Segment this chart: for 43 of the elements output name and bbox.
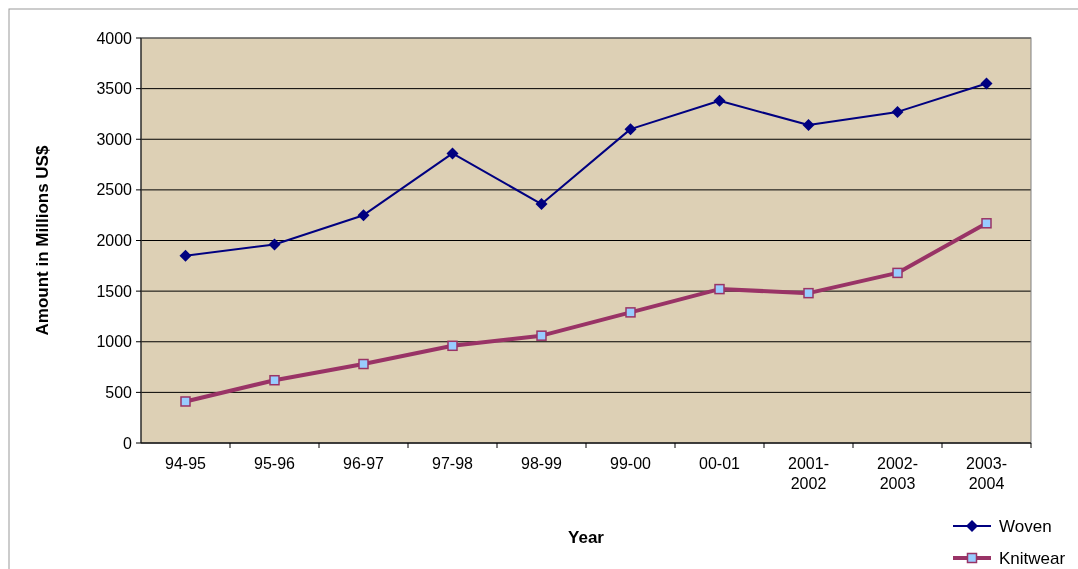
point [714,283,725,295]
x-tick-label: 96-97 [343,455,385,472]
point [891,105,904,118]
legend-label: Knitwear [999,548,1066,568]
y-tick-label: 2500 [96,181,133,199]
point [268,238,281,251]
x-tick-label: 98-99 [521,455,563,472]
point [536,330,547,341]
point [803,287,814,299]
legend-label: Woven [999,516,1052,536]
point [269,374,280,386]
point [179,249,192,262]
y-axis-title: Amount in Millions US$ [33,145,52,336]
x-tick-label: 94-95 [165,455,207,472]
x-axis-title: Year [568,528,605,547]
point [980,77,993,90]
y-tick-label: 1500 [96,282,133,300]
point [446,147,459,160]
point [624,123,637,136]
point [892,267,903,279]
point [713,94,726,107]
point [535,198,548,211]
x-tick-label: 2002-2003 [877,455,918,492]
y-tick-label: 1000 [96,333,133,351]
y-tick-label: 2000 [96,232,133,250]
x-tick-label: 99-00 [610,455,652,472]
y-tick-label: 3500 [96,80,133,98]
point [357,209,370,222]
x-tick-label: 2001-2002 [788,455,829,492]
y-tick-label: 0 [123,434,133,452]
point [625,307,636,318]
x-tick-label: 00-01 [699,455,741,472]
point [447,340,458,352]
point [802,119,815,132]
y-tick-label: 3000 [96,130,133,148]
point [981,218,992,229]
point [358,358,369,370]
x-tick-label: 2003-2004 [966,455,1007,492]
x-tick-label: 95-96 [254,455,296,472]
y-tick-label: 4000 [96,29,133,47]
y-tick-label: 500 [105,383,133,401]
x-tick-label: 97-98 [432,455,474,472]
point [180,396,191,407]
